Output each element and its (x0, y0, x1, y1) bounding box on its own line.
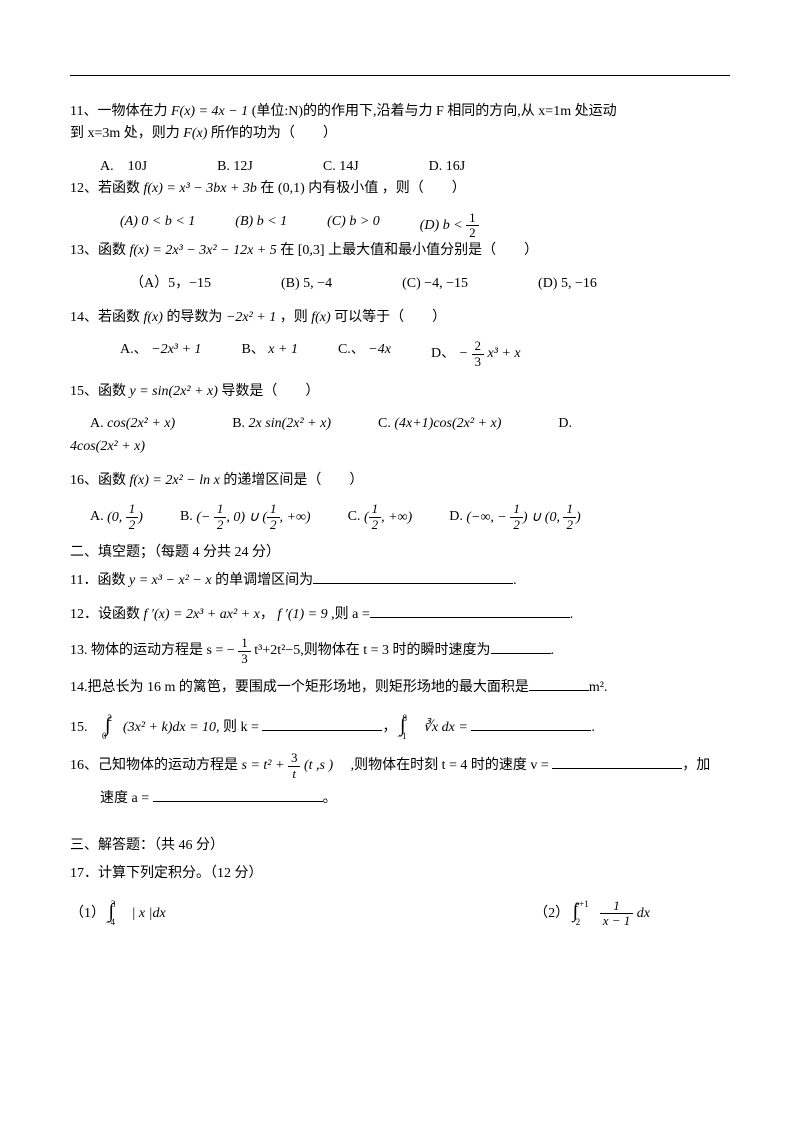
q17-title: 17．计算下列定积分。（12 分） (70, 863, 730, 885)
q12-opt-c: (C) b > 0 (327, 211, 380, 241)
q11-text-b: (单位:N)的的作用下,沿着与力 F 相同的方向,从 x=1m 处运动 (252, 104, 617, 119)
q13-opt-b: (B) 5, −4 (281, 273, 332, 295)
q15-opt-d-val: 4cos(2x² + x) (70, 436, 730, 458)
q14-opt-b: B、 x + 1 (241, 339, 298, 369)
q11-options: A. 10J B. 12J C. 14J D. 16J (100, 156, 730, 178)
q11-formula: F(x) = 4x − 1 (171, 104, 248, 119)
fill-14: 14.把总长为 16 m 的篱笆，要围成一个矩形场地，则矩形场地的最大面积是m²… (70, 676, 730, 699)
q12-text-a: 12、若函数 (70, 181, 140, 196)
q15-options: A. cos(2x² + x) B. 2x sin(2x² + x) C. (4… (90, 413, 730, 435)
q17-part-2: （2） ∫e+12 1x − 1 dx (534, 895, 650, 929)
q13-opt-d: (D) 5, −16 (538, 273, 597, 295)
q11-text: 11、一物体在力 (70, 104, 167, 119)
fill-15: 15. ∫20 (3x² + k)dx = 10, 则 k = ， ∫8−1 ∛… (70, 709, 730, 741)
q17-part-1: （1） ∫3−4 | x |dx (70, 895, 166, 929)
question-16: 16、函数 f(x) = 2x² − ln x 的递增区间是（ ） (70, 470, 730, 492)
question-14: 14、若函数 f(x) 的导数为 −2x² + 1 ，则 f(x) 可以等于（ … (70, 307, 730, 329)
q11-opt-c: C. 14J (323, 156, 359, 178)
blank-input[interactable] (370, 603, 570, 618)
blank-input[interactable] (262, 716, 382, 731)
q11-text-c: 到 x=3m 处，则力 (70, 126, 180, 141)
q13-formula: f(x) = 2x³ − 3x² − 12x + 5 (130, 243, 277, 258)
blank-input[interactable] (153, 787, 323, 802)
q17-parts: （1） ∫3−4 | x |dx （2） ∫e+12 1x − 1 dx (70, 895, 730, 929)
q11-opt-b: B. 12J (217, 156, 253, 178)
q12-text-b: 在 (0,1) 内有极小值 ，则（ ） (260, 181, 465, 196)
q13-text-b: 在 [0,3] 上最大值和最小值分别是（ ） (280, 243, 538, 258)
q13-opt-c: (C) −4, −15 (402, 273, 468, 295)
blank-input[interactable] (313, 569, 513, 584)
q12-opt-a: (A) 0 < b < 1 (120, 211, 195, 241)
q11-opt-d: D. 16J (429, 156, 466, 178)
q11-opt-a: A. 10J (100, 156, 147, 178)
blank-input[interactable] (529, 676, 589, 691)
fill-13: 13. 物体的运动方程是 s = − 13 t³+2t²−5,则物体在 t = … (70, 636, 730, 666)
q14-opt-c: C.、 −4x (338, 339, 391, 369)
fill-11: 11．函数 y = x³ − x² − x 的单调增区间为. (70, 569, 730, 592)
q12-opt-b: (B) b < 1 (235, 211, 287, 241)
q11-text-d: 所作的功为（ ） (211, 126, 337, 141)
q13-opt-a: （A）5，−15 (130, 273, 211, 295)
q12-formula: f(x) = x³ − 3bx + 3b (144, 181, 257, 196)
question-11: 11、一物体在力 F(x) = 4x − 1 (单位:N)的的作用下,沿着与力 … (70, 101, 730, 146)
blank-input[interactable] (552, 754, 682, 769)
q11-formula2: F(x) (183, 126, 207, 141)
q16-options: A. (0, 12) B. (− 12, 0) ∪ (12, +∞) C. (1… (90, 502, 730, 532)
section-3-title: 三、解答题：（共 46 分） (70, 835, 730, 857)
q14-opt-d: D、 − 23 x³ + x (431, 339, 521, 369)
question-12: 12、若函数 f(x) = x³ − 3bx + 3b 在 (0,1) 内有极小… (70, 178, 730, 200)
fill-16: 16、己知物体的运动方程是 s = t² + 3t (t ,s ) ,则物体在时… (70, 751, 730, 810)
q13-text-a: 13、函数 (70, 243, 126, 258)
q14-options: A.、 −2x³ + 1 B、 x + 1 C.、 −4x D、 − 23 x³… (120, 339, 730, 369)
q14-opt-a: A.、 −2x³ + 1 (120, 339, 201, 369)
blank-input[interactable] (491, 639, 551, 654)
q12-opt-d: (D) b < 12 (420, 211, 479, 241)
question-13: 13、函数 f(x) = 2x³ − 3x² − 12x + 5 在 [0,3]… (70, 240, 730, 262)
fill-12: 12．设函数 f ′(x) = 2x³ + ax² + x， f ′(1) = … (70, 603, 730, 626)
blank-input[interactable] (471, 716, 591, 731)
question-15: 15、函数 y = sin(2x² + x) 导数是（ ） (70, 381, 730, 403)
section-2-title: 二、填空题；（每题 4 分共 24 分） (70, 542, 730, 564)
q13-options: （A）5，−15 (B) 5, −4 (C) −4, −15 (D) 5, −1… (130, 273, 730, 295)
q12-options: (A) 0 < b < 1 (B) b < 1 (C) b > 0 (D) b … (120, 211, 730, 241)
